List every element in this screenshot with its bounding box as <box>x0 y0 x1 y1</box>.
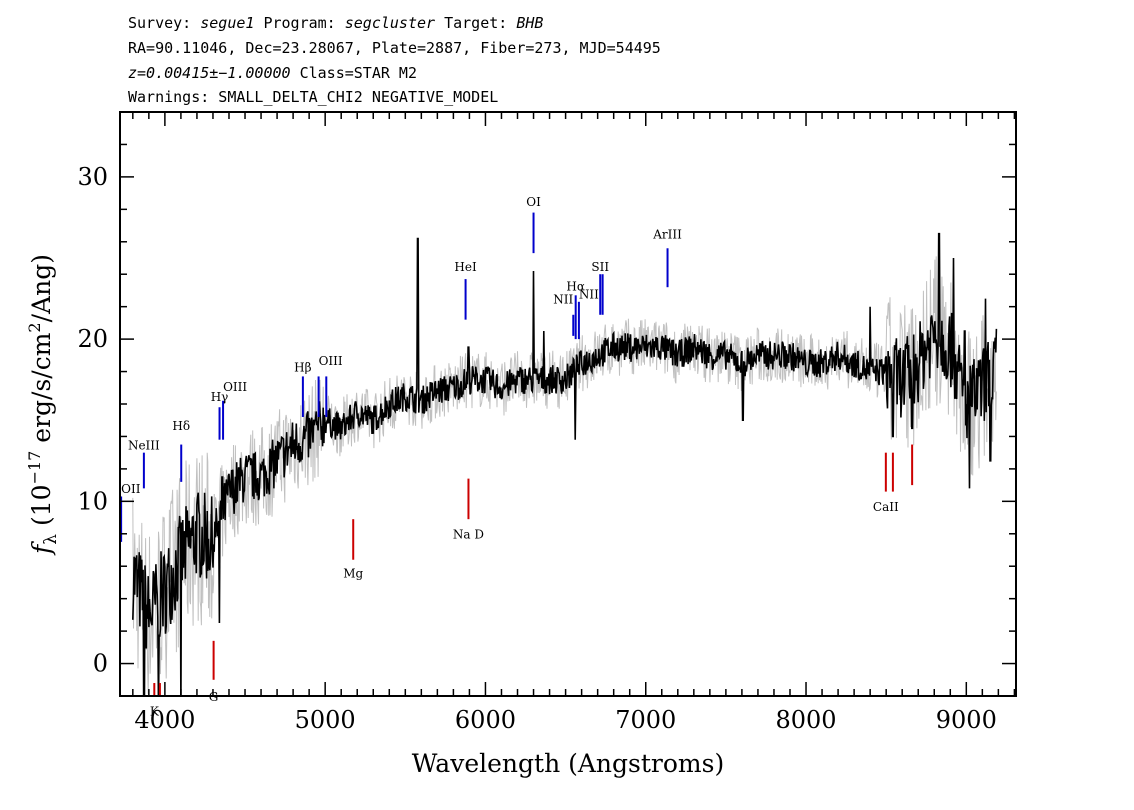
emission-line-label: OIII <box>223 380 247 394</box>
header-segment: Target: <box>435 14 516 32</box>
emission-line-label: SII <box>591 260 609 274</box>
emission-line-label: OI <box>526 195 541 209</box>
absorption-line-label: K <box>150 704 160 718</box>
x-tick-label: 6000 <box>455 706 516 734</box>
chart-header: Survey: segue1 Program: segcluster Targe… <box>128 14 661 106</box>
header-line-4: Warnings: SMALL_DELTA_CHI2 NEGATIVE_MODE… <box>128 88 498 106</box>
y-tick-label: 20 <box>77 325 108 353</box>
absorption-line-label: CaII <box>873 500 899 514</box>
x-tick-label: 4000 <box>134 706 195 734</box>
error-spectrum-series <box>132 256 997 695</box>
flux-spectrum-series <box>132 232 998 696</box>
header-line-2: RA=90.11046, Dec=23.28067, Plate=2887, F… <box>128 39 661 57</box>
x-axis: 4000 5000 6000 7000 8000 9000 <box>132 112 1016 734</box>
header-line-1: Survey: segue1 Program: segcluster Targe… <box>128 14 543 32</box>
y-tick-label: 30 <box>77 163 108 191</box>
header-segment: Program: <box>254 14 344 32</box>
emission-line-label: Hδ <box>172 419 190 433</box>
y-tick-label: 10 <box>77 487 108 515</box>
x-tick-label: 9000 <box>936 706 997 734</box>
x-tick-label: 7000 <box>615 706 676 734</box>
emission-line-label: Hβ <box>294 361 311 375</box>
header-segment: segue1 <box>200 14 254 32</box>
emission-line-label: NeIII <box>128 438 160 452</box>
x-tick-label: 5000 <box>295 706 356 734</box>
y-tick-label: 0 <box>93 650 108 678</box>
y-axis-title: fλ (10−17 erg/s/cm2/Ang) <box>25 254 61 556</box>
absorption-line-label: Mg <box>343 567 363 581</box>
x-axis-title: Wavelength (Angstroms) <box>412 749 724 778</box>
emission-line-label: ArIII <box>652 228 682 242</box>
emission-line-label: OIII <box>319 354 343 368</box>
plot-frame <box>119 111 1017 697</box>
x-tick-label: 8000 <box>775 706 836 734</box>
absorption-line-label: Na D <box>453 528 484 542</box>
header-line-3: z=0.00415±−1.00000 Class=STAR M2 <box>128 64 417 82</box>
header-segment: Survey: <box>128 14 200 32</box>
header-segment: z=0.00415±−1.00000 <box>128 64 291 82</box>
y-axis: 0 10 20 30 <box>77 111 1016 697</box>
emission-line-label: NII <box>553 292 573 306</box>
emission-line-label: HeI <box>454 260 477 274</box>
emission-line-label: Hγ <box>211 390 229 404</box>
emission-line-label: Hα <box>566 279 585 293</box>
emission-line-label: NII <box>579 288 599 302</box>
header-segment: segcluster <box>345 14 435 32</box>
header-segment: BHB <box>516 14 543 32</box>
emission-line-label: OII <box>121 482 141 496</box>
plot-area <box>120 212 998 696</box>
header-segment: Class=STAR M2 <box>291 64 417 82</box>
